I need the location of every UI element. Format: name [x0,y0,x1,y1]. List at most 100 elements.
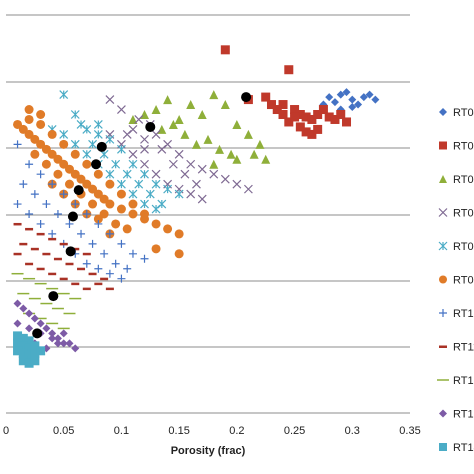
data-points [11,45,380,368]
rt10-point [128,249,137,258]
rt11-point [105,287,114,291]
rt04-point [354,100,363,109]
rt10-point [71,200,80,209]
rt05-point [307,129,317,139]
rt06-point [232,119,242,129]
rt04-point [330,98,339,107]
rt09-point [53,169,63,179]
rt04-point [348,95,357,104]
rt10-point [19,180,28,189]
rt10-point [117,274,126,283]
x-tick-label: 0.05 [53,425,74,437]
rt11-point [30,247,39,251]
rt05-point [290,105,300,115]
rt13-point [53,334,62,343]
rt04-point [371,95,380,104]
series-rt14 [13,331,46,368]
rt10-point [25,160,34,169]
rt11-point [48,272,57,276]
series-rt10 [13,140,149,283]
rt11-point [13,222,22,226]
centroid-point [73,185,84,196]
rt10-point [94,264,103,273]
centroid-point [67,211,78,222]
rt14-point [24,343,34,353]
rt09-point [30,149,40,159]
rt11-point [65,262,74,266]
rt07-point [140,144,149,154]
rt08-point [93,120,103,129]
legend-item-rt09: RT09 [439,275,474,287]
rt10-point [82,210,91,218]
rt08-point [59,90,69,100]
rt13-point [48,329,57,338]
rt08-point [82,149,92,159]
rt07-point [243,184,253,194]
legend-marker-rt09 [439,275,447,284]
legend-label-rt11: RT11 [453,342,474,354]
x-axis-title: Porosity (frac) [171,445,246,457]
rt05-point [290,112,300,122]
rt11-point [53,257,62,261]
legend-item-rt13: RT13 [439,409,474,421]
rt10-point [48,180,57,189]
legend-item-rt14: RT14 [439,442,474,454]
rt10-point [59,190,68,199]
rt07-point [128,149,138,159]
rt05-point [295,122,305,132]
rt06-point [151,105,161,115]
rt10-point [82,259,91,268]
rt11-point [82,252,91,256]
rt11-point [77,267,86,271]
rt08-point [157,199,167,209]
rt11-point [82,287,91,291]
rt05-point [278,100,288,110]
rt10-point [13,140,22,149]
rt10-point [100,249,109,258]
series-rt09 [13,105,184,259]
rt13-point [59,339,68,348]
rt09-point [163,224,173,234]
rt08-point [128,159,138,169]
rt09-point [128,209,138,219]
legend-label-rt13: RT13 [453,409,474,421]
rt09-point [36,110,46,119]
rt14-point [13,346,23,356]
rt11-point [59,242,68,246]
rt10-point [42,200,51,209]
rt14-point [24,358,34,368]
legend-item-rt08: RT08 [438,241,474,253]
series-centroid [32,92,252,339]
rt09-point [24,105,34,115]
centroid-point [241,92,252,103]
rt06-point [186,100,196,110]
x-tick-label: 0.3 [345,425,360,437]
rt14-point [18,356,28,366]
series-rt05 [220,45,352,139]
rt07-point [140,159,149,169]
rt05-point [295,110,305,119]
rt11-point [100,277,109,281]
rt06-point [215,144,225,154]
rt13-point [59,329,68,338]
legend-marker-rt07 [438,208,448,217]
rt09-point [24,114,34,124]
rt07-point [232,179,242,189]
rt11-point [88,272,97,276]
rt05-point [336,110,346,119]
legend-marker-rt04 [439,108,447,116]
legend-item-rt11: RT11 [439,342,474,354]
centroid-point [65,246,76,257]
rt10-point [105,229,114,238]
rt08-point [105,169,115,179]
legend-item-rt05: RT05 [439,141,474,153]
rt11-point [59,277,68,281]
x-tick-label: 0.35 [399,425,420,437]
legend-marker-rt06 [439,175,447,183]
rt10-point [111,259,120,268]
rt10-point [140,254,149,263]
rt08-point [105,134,115,144]
rt07-point [168,159,178,169]
rt04-point [325,93,334,102]
rt09-point [93,214,103,224]
